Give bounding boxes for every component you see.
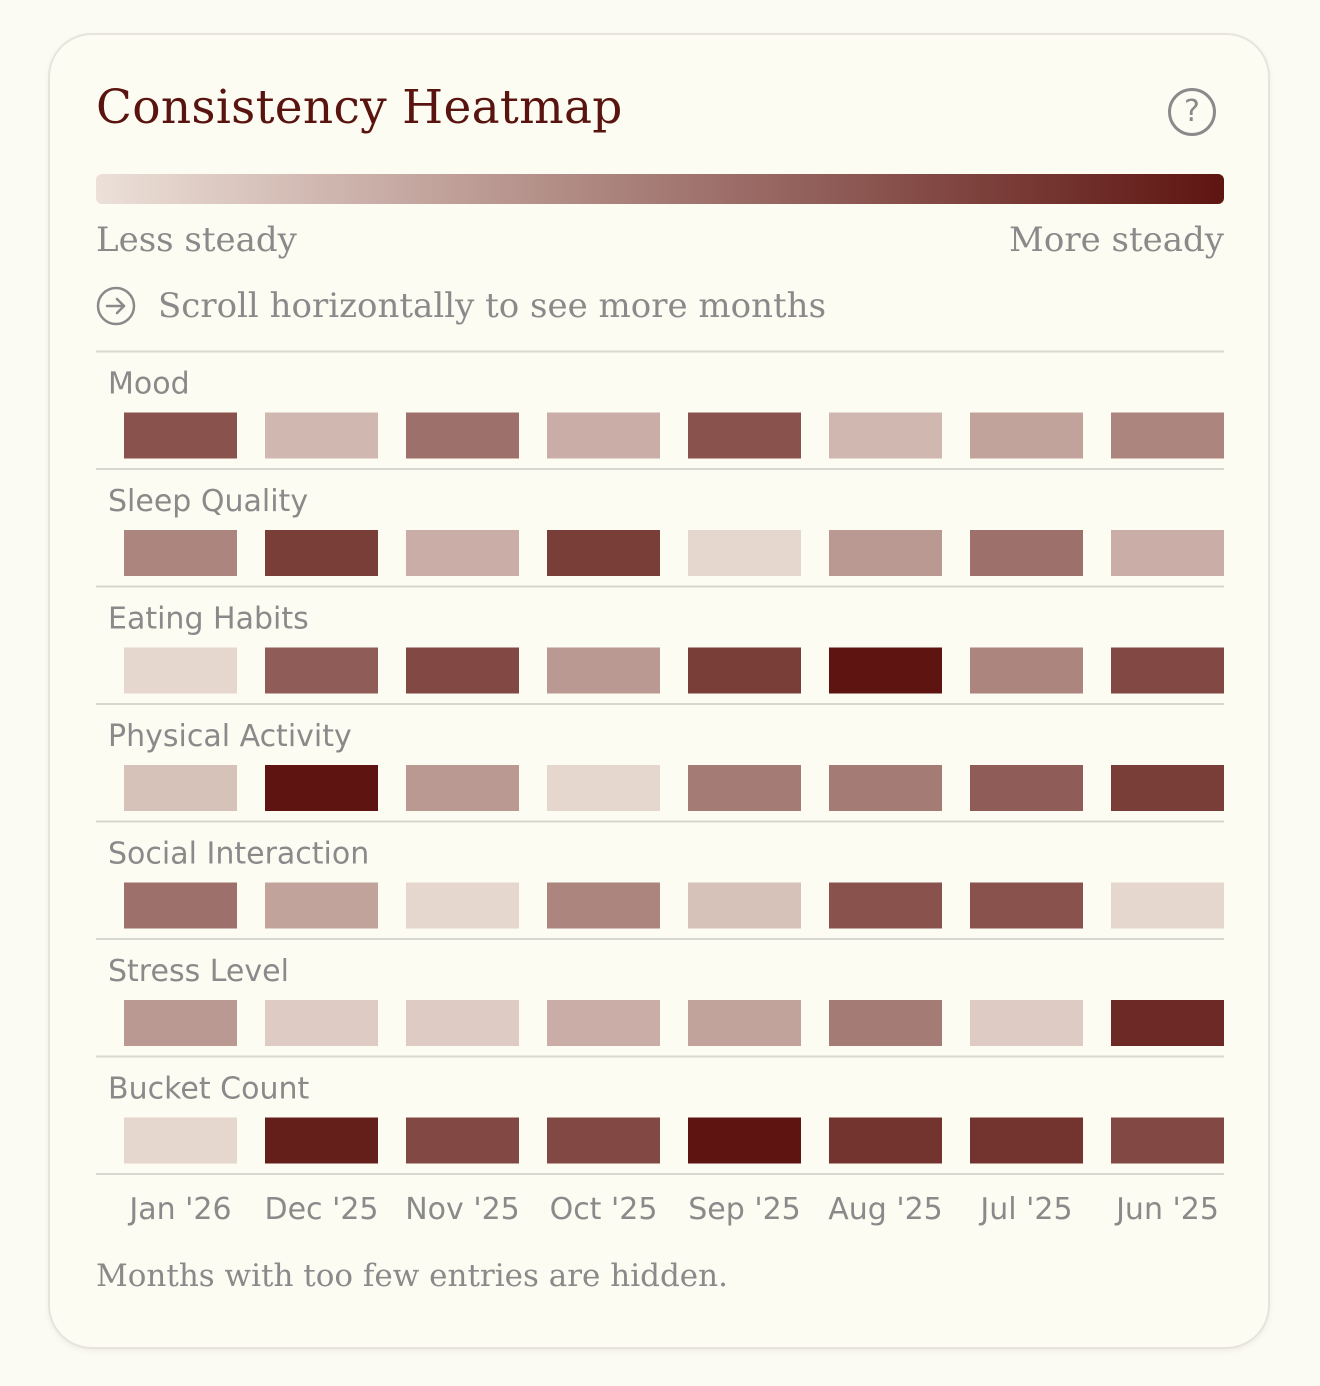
scroll-hint: Scroll horizontally to see more months [96,286,826,327]
heatmap-cell[interactable] [547,1117,660,1164]
heatmap-cell[interactable] [829,882,942,929]
row-label: Stress Level [108,954,289,989]
hidden-months-footnote: Months with too few entries are hidden. [96,1258,728,1294]
month-label: Jan '26 [127,1192,231,1227]
heatmap-cell[interactable] [1111,530,1224,576]
row-label: Bucket Count [108,1072,309,1107]
heatmap-cell[interactable] [829,412,942,459]
month-label: Oct '25 [550,1192,658,1227]
heatmap-cell[interactable] [547,647,660,694]
heatmap-cell[interactable] [970,530,1083,576]
heatmap-cell[interactable] [124,1000,237,1046]
heatmap-cell[interactable] [406,412,519,459]
heatmap-cell[interactable] [688,647,801,694]
heatmap-cell[interactable] [1111,647,1224,694]
heatmap-cell[interactable] [970,647,1083,694]
heatmap-cell[interactable] [547,530,660,576]
heatmap-cell[interactable] [970,1000,1083,1046]
heatmap-cell[interactable] [1111,1000,1224,1046]
heatmap-cell[interactable] [265,1117,378,1164]
heatmap-cell[interactable] [688,412,801,459]
heatmap-cell[interactable] [1111,882,1224,929]
heatmap-cell[interactable] [547,1000,660,1046]
heatmap-cell[interactable] [970,765,1083,811]
row-label: Social Interaction [108,837,369,872]
row-label: Mood [108,367,190,402]
heatmap-cell[interactable] [265,765,378,811]
month-label: Jul '25 [978,1192,1072,1227]
month-label: Aug '25 [828,1192,943,1227]
heatmap-cell[interactable] [1111,1117,1224,1164]
heatmap-cell[interactable] [829,765,942,811]
heatmap-cell[interactable] [406,1117,519,1164]
scroll-hint-text: Scroll horizontally to see more months [158,286,827,326]
month-label: Jun '25 [1114,1192,1219,1227]
heatmap-cell[interactable] [970,1117,1083,1164]
heatmap-cell[interactable] [265,412,378,459]
more-steady-label: More steady [1009,220,1224,260]
heatmap-cell[interactable] [124,1117,237,1164]
heatmap-cell[interactable] [124,530,237,576]
heatmap-cell[interactable] [406,1000,519,1046]
heatmap-cell[interactable] [547,882,660,929]
heatmap-cell[interactable] [406,765,519,811]
heatmap-cell[interactable] [829,1000,942,1046]
heatmap-cell[interactable] [829,647,942,694]
row-label: Sleep Quality [108,484,308,519]
heatmap-cell[interactable] [265,882,378,929]
heatmap-cell[interactable] [124,882,237,929]
month-label: Nov '25 [405,1192,520,1227]
heatmap-cell[interactable] [970,412,1083,459]
row-label: Eating Habits [108,602,309,637]
heatmap-cell[interactable] [406,530,519,576]
heatmap-cell[interactable] [547,412,660,459]
heatmap-cell[interactable] [1111,412,1224,459]
heatmap-cell[interactable] [547,765,660,811]
heatmap-cell[interactable] [406,647,519,694]
card-title: Consistency Heatmap [96,80,623,135]
heatmap-cell[interactable] [688,765,801,811]
heatmap-cell[interactable] [829,530,942,576]
heatmap-cell[interactable] [829,1117,942,1164]
heatmap-cell[interactable] [406,882,519,929]
heatmap-cell[interactable] [688,1000,801,1046]
heatmap-cell[interactable] [1111,765,1224,811]
heatmap-cell[interactable] [688,530,801,576]
heatmap-cell[interactable] [124,647,237,694]
heatmap-cell[interactable] [265,530,378,576]
heatmap-cell[interactable] [124,765,237,811]
arrow-right-circle-icon [96,287,136,326]
row-label: Physical Activity [108,719,352,754]
steadiness-gradient-legend [96,174,1224,204]
month-label: Sep '25 [688,1192,801,1227]
heatmap-cell[interactable] [124,412,237,459]
less-steady-label: Less steady [96,220,297,260]
heatmap-cell[interactable] [970,882,1083,929]
question-circle-icon[interactable]: ? [1168,88,1216,136]
month-label: Dec '25 [264,1192,378,1227]
heatmap-cell[interactable] [688,1117,801,1164]
heatmap-cell[interactable] [265,647,378,694]
heatmap-cell[interactable] [265,1000,378,1046]
heatmap-cell[interactable] [688,882,801,929]
